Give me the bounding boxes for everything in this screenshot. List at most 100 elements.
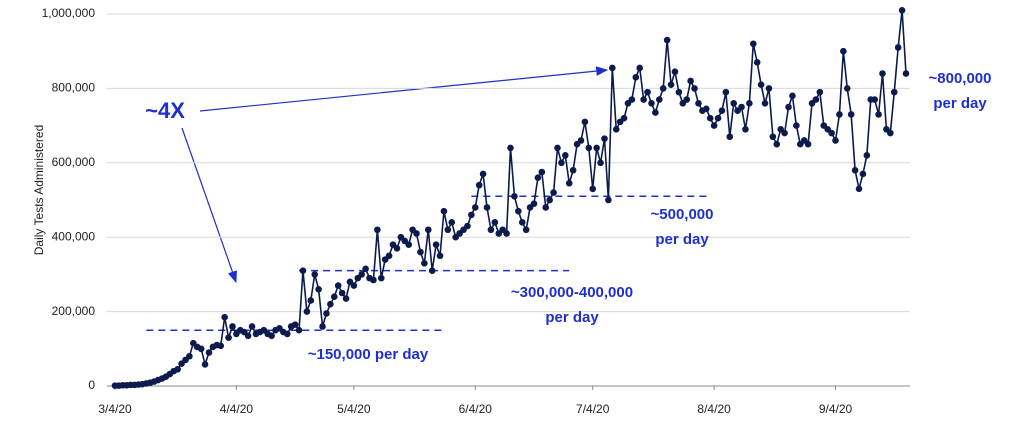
data-point [515, 207, 522, 215]
data-point [507, 144, 514, 152]
data-point [718, 107, 726, 115]
y-tick-label: 400,000 [52, 229, 96, 243]
data-point [749, 40, 757, 48]
data-point [424, 226, 432, 234]
data-point [358, 271, 365, 278]
annotation: per day [933, 95, 987, 112]
data-point [503, 230, 510, 237]
data-point [225, 334, 232, 341]
data-point [871, 96, 878, 103]
arrow [181, 127, 237, 284]
data-point [667, 81, 675, 88]
data-point [769, 133, 777, 141]
data-point [186, 352, 193, 360]
data-point [475, 181, 483, 189]
data-point [890, 88, 898, 96]
annotation: ~150,000 per day [308, 346, 429, 363]
data-point [859, 170, 867, 178]
data-point [530, 200, 538, 208]
data-point [244, 332, 252, 340]
y-tick-label: 0 [88, 378, 95, 392]
data-point [174, 365, 181, 373]
data-point [319, 323, 326, 330]
data-point [248, 323, 256, 330]
data-point [432, 241, 440, 248]
data-point [601, 135, 608, 142]
annotation: ~4X [145, 98, 185, 123]
data-point [436, 252, 444, 260]
data-point [471, 204, 479, 211]
data-point [311, 271, 319, 278]
annotation: ~500,000 [651, 206, 714, 223]
data-point [201, 361, 209, 368]
data-point [875, 111, 882, 118]
data-point [327, 300, 334, 308]
data-point [428, 267, 436, 274]
data-point [644, 88, 651, 96]
data-point [405, 241, 412, 248]
data-point [542, 204, 550, 211]
data-point [836, 111, 843, 118]
data-point [863, 152, 871, 159]
data-point [562, 152, 569, 159]
arrow [199, 66, 609, 112]
data-point [468, 211, 475, 219]
data-point [338, 289, 346, 297]
data-point [315, 285, 322, 293]
data-point [781, 129, 788, 137]
data-point [793, 122, 800, 129]
data-point [879, 70, 886, 77]
y-tick-label: 600,000 [52, 155, 96, 169]
data-point [342, 295, 350, 302]
data-point [362, 265, 369, 273]
data-point [652, 109, 659, 116]
data-point [205, 349, 213, 356]
data-point [518, 219, 526, 226]
data-point [217, 342, 225, 350]
data-point [898, 6, 906, 14]
data-point [444, 226, 452, 234]
data-point [585, 144, 593, 152]
data-point [785, 103, 792, 111]
data-point [851, 166, 859, 174]
x-tick-label: 9/4/20 [819, 402, 853, 416]
data-point [765, 85, 773, 92]
x-tick-label: 6/4/20 [459, 402, 493, 416]
data-point [710, 122, 718, 129]
data-point [413, 230, 420, 237]
data-point [291, 321, 299, 328]
x-tick-label: 5/4/20 [337, 402, 371, 416]
data-point [773, 140, 781, 148]
data-point [550, 189, 557, 196]
data-point [440, 207, 448, 215]
data-point [511, 192, 518, 200]
data-point [683, 96, 691, 103]
data-point [702, 105, 710, 113]
data-point [268, 332, 275, 340]
annotation: per day [545, 309, 599, 326]
x-tick-label: 7/4/20 [576, 402, 610, 416]
data-point [581, 118, 589, 126]
data-point [303, 308, 311, 315]
data-point [706, 114, 714, 122]
x-tick-label: 8/4/20 [697, 402, 731, 416]
data-point [374, 226, 381, 234]
data-point [671, 68, 679, 75]
data-point [832, 137, 839, 144]
data-point [840, 47, 847, 55]
data-point [307, 297, 315, 304]
data-point [393, 245, 401, 252]
y-axis-label: Daily Tests Administered [32, 125, 46, 256]
y-tick-label: 200,000 [52, 304, 96, 318]
data-point [554, 144, 561, 152]
data-point [730, 99, 738, 107]
data-point [656, 96, 663, 103]
data-point [558, 159, 565, 167]
data-point [855, 185, 863, 193]
data-point [221, 313, 228, 321]
data-point [632, 73, 640, 81]
data-point [299, 267, 307, 274]
x-tick-label: 3/4/20 [98, 402, 132, 416]
data-point [612, 126, 620, 133]
